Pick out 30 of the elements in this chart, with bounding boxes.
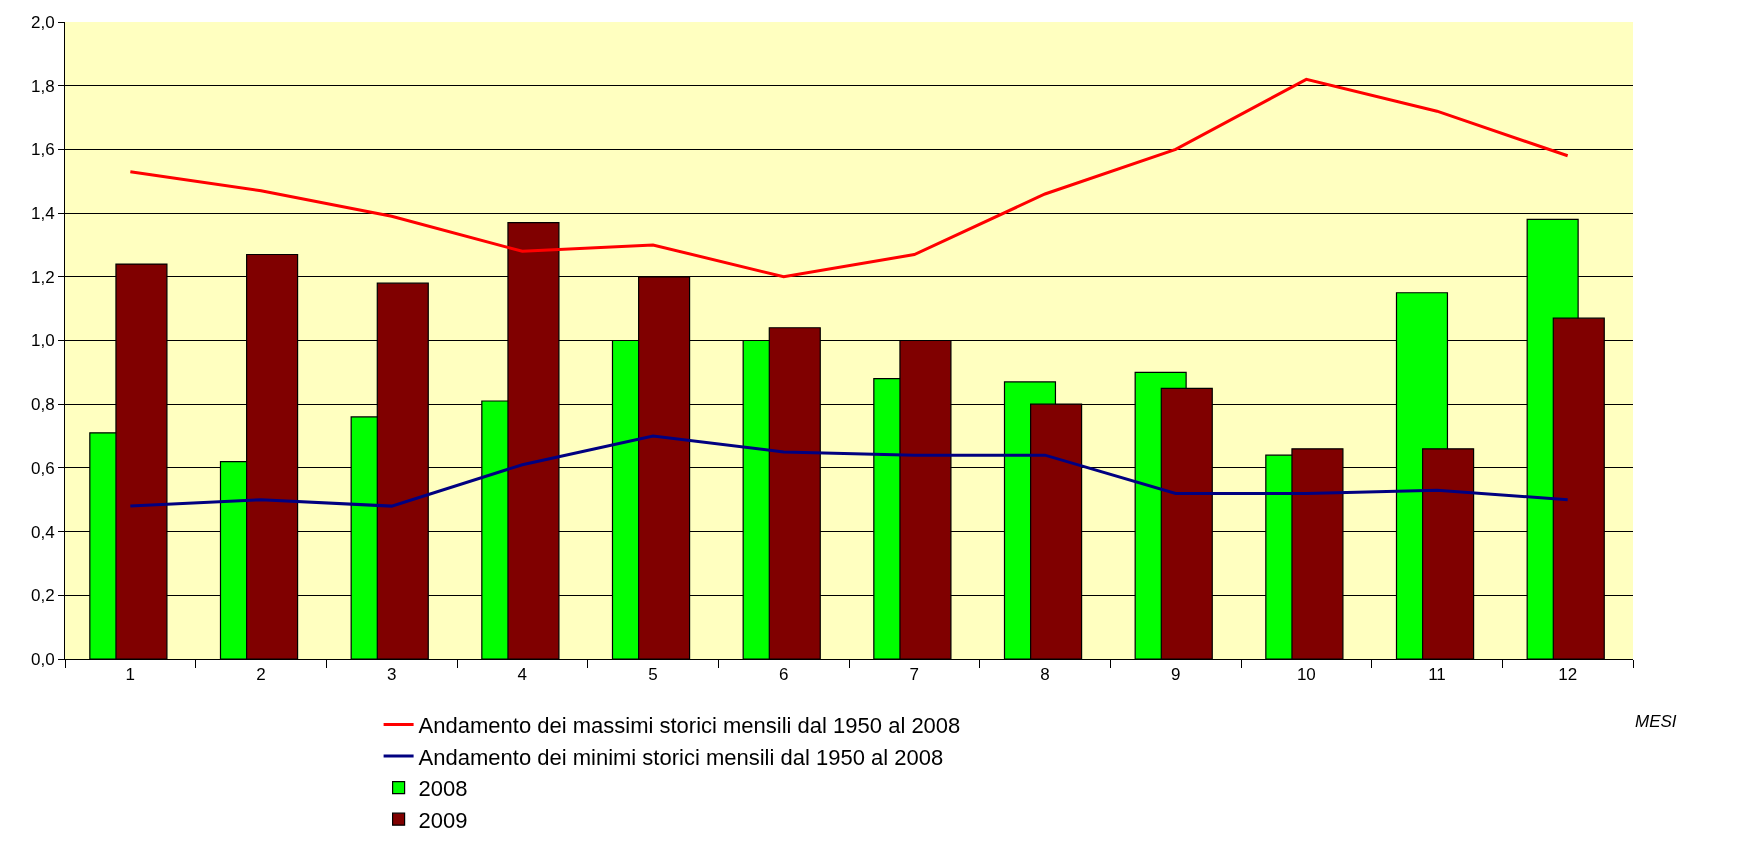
x-tick-label: 11 — [1428, 665, 1446, 685]
y-tick-label: 2,0 — [30, 12, 55, 32]
line-series — [128, 77, 1570, 279]
legend-label: 2009 — [418, 807, 468, 833]
x-axis-title: MESI — [1635, 712, 1677, 731]
x-tick-label: 9 — [1170, 665, 1181, 685]
x-tick-label: 5 — [648, 665, 658, 685]
y-tick-label: 0,8 — [30, 395, 55, 415]
y-tick-label: 1,8 — [30, 76, 55, 96]
x-tick-label: 7 — [909, 665, 920, 685]
x-tick-label: 6 — [778, 665, 789, 685]
x-tick-label: 1 — [125, 665, 136, 685]
y-tick-label: 0,6 — [30, 458, 55, 478]
x-tick-label: 8 — [1040, 665, 1050, 685]
legend-label: 2008 — [418, 776, 468, 802]
x-tick-label: 2 — [256, 665, 266, 685]
x-tick-label: 3 — [386, 665, 397, 685]
y-tick-label: 1,2 — [30, 267, 55, 287]
y-tick-label: 1,0 — [30, 331, 55, 351]
x-tick-label: 12 — [1558, 665, 1578, 685]
y-tick-label: 0,0 — [30, 649, 55, 669]
y-tick-label: 0,4 — [30, 522, 55, 542]
y-tick-label: 1,4 — [30, 204, 55, 224]
legend-label: Andamento dei massimi storici mensili dal 1950 al 2008 — [418, 712, 961, 738]
y-tick-label: 1,6 — [30, 140, 55, 160]
x-tick-label: 4 — [517, 665, 528, 685]
x-tick-label: 10 — [1296, 665, 1316, 685]
line-series — [128, 434, 1570, 508]
legend-label: Andamento dei minimi storici mensili dal 1950 al 2008 — [418, 744, 944, 770]
y-tick-label: 0,2 — [30, 586, 55, 606]
